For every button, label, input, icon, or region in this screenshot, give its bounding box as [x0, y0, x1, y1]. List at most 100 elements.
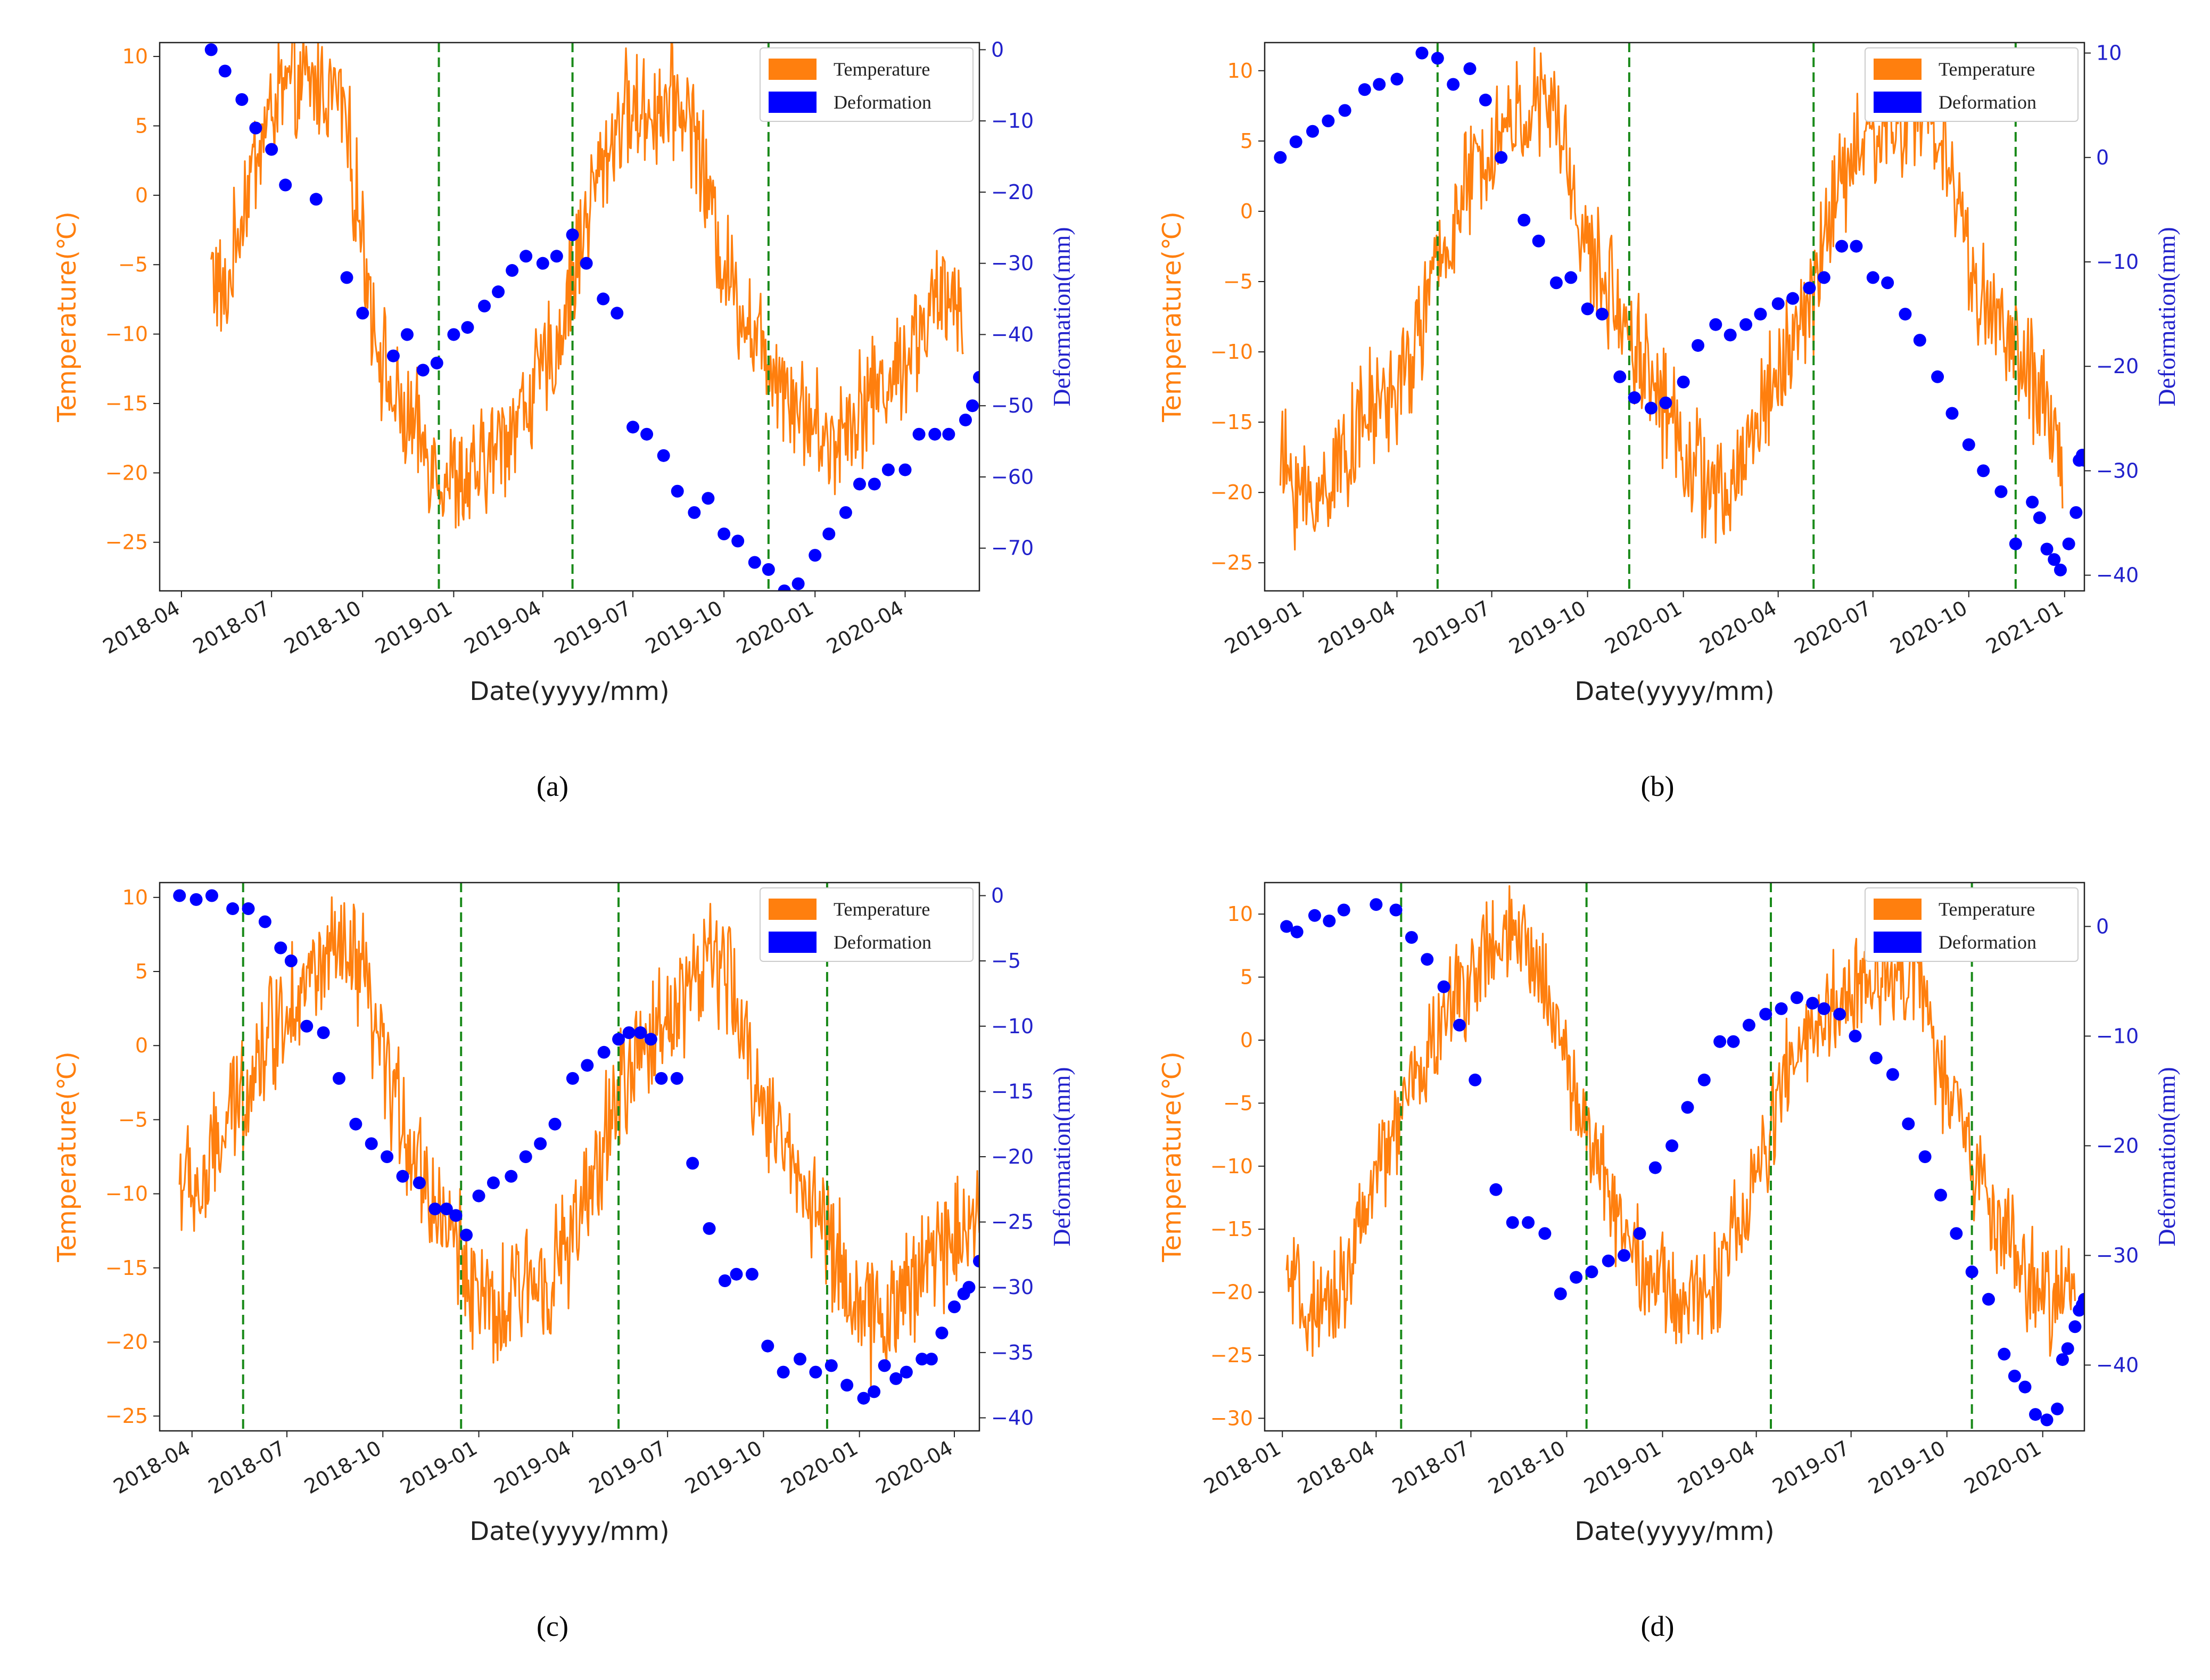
x-tick-label: 2019-07	[1409, 596, 1495, 658]
deformation-point	[505, 1170, 518, 1183]
legend-label-temperature: Temperature	[834, 899, 930, 920]
y-right-tick-label: −40	[2096, 564, 2139, 587]
x-tick-label: 2020-01	[732, 596, 818, 658]
x-tick-label: 2018-07	[189, 596, 274, 658]
deformation-point	[1677, 375, 1690, 389]
plot-data-group	[173, 883, 979, 1431]
legend-label-deformation: Deformation	[834, 92, 931, 113]
y-left-tick-label: −5	[118, 253, 148, 276]
deformation-point	[1994, 485, 2008, 498]
deformation-point	[1274, 151, 1287, 164]
y-left-tick-label: −20	[1210, 1281, 1253, 1304]
temperature-series-line	[1279, 47, 2064, 551]
deformation-point	[1289, 135, 1302, 149]
x-tick-label: 2020-01	[1960, 1436, 2046, 1498]
y-left-tick-label: 10	[122, 886, 148, 909]
deformation-point	[634, 1026, 647, 1040]
deformation-point	[928, 427, 942, 441]
deformation-point	[655, 1072, 668, 1085]
y-left-axis-label: Temperature(℃)	[1157, 211, 1187, 422]
deformation-point	[381, 1150, 394, 1163]
y-right-tick-label: 0	[2096, 146, 2109, 169]
x-tick-label: 2020-04	[1696, 596, 1781, 658]
deformation-point	[1602, 1254, 1615, 1267]
deformation-point	[1554, 1287, 1567, 1300]
temperature-series-line	[178, 896, 979, 1389]
deformation-point	[1453, 1018, 1466, 1032]
deformation-point	[777, 1365, 790, 1379]
deformation-point	[671, 484, 684, 498]
deformation-point	[947, 1300, 961, 1314]
deformation-point	[1998, 1347, 2011, 1361]
deformation-point	[189, 893, 203, 906]
deformation-point	[1437, 980, 1450, 993]
x-tick-label: 2018-04	[1293, 1436, 1379, 1498]
y-right-tick-label: −70	[991, 537, 1034, 560]
deformation-point	[1431, 52, 1444, 65]
x-tick-label: 2020-01	[1601, 596, 1686, 658]
y-left-tick-label: −15	[105, 392, 148, 415]
deformation-point	[959, 413, 972, 426]
y-left-tick-label: 0	[1240, 200, 1253, 223]
deformation-point	[1692, 339, 1705, 352]
deformation-point	[506, 264, 519, 277]
deformation-point	[1518, 213, 1531, 227]
deformation-point	[745, 1267, 758, 1281]
deformation-point	[966, 399, 979, 413]
deformation-point	[1771, 297, 1785, 310]
deformation-point	[2069, 506, 2083, 519]
deformation-point	[898, 463, 912, 476]
y-left-tick-label: −10	[1210, 1155, 1253, 1178]
deformation-point	[622, 1026, 636, 1040]
deformation-point	[1709, 318, 1722, 331]
deformation-point	[702, 492, 715, 505]
deformation-point	[400, 328, 414, 341]
deformation-point	[1648, 1161, 1662, 1174]
deformation-point	[1370, 898, 1383, 911]
deformation-point	[1835, 240, 1849, 253]
deformation-point	[1390, 72, 1404, 86]
legend-swatch-deformation	[1874, 932, 1922, 953]
deformation-point	[748, 556, 761, 569]
deformation-point	[1532, 234, 1545, 248]
y-right-axis-label: Deformation(mm)	[2153, 1067, 2180, 1246]
y-right-tick-label: −30	[991, 252, 1034, 275]
deformation-point	[688, 506, 701, 519]
x-tick-label: 2019-04	[1674, 1436, 1759, 1498]
deformation-point	[916, 1353, 929, 1366]
deformation-point	[730, 1267, 743, 1281]
deformation-point	[1469, 1073, 1482, 1086]
deformation-point	[626, 421, 640, 434]
deformation-point	[249, 121, 262, 135]
plot-data-group	[1280, 883, 2084, 1431]
deformation-point	[889, 1372, 903, 1385]
deformation-point	[1850, 240, 1863, 253]
deformation-point	[1618, 1249, 1631, 1262]
x-tick-label: 2020-07	[1791, 596, 1876, 658]
legend-label-deformation: Deformation	[1939, 92, 2036, 113]
deformation-point	[1290, 925, 1304, 938]
deformation-point	[1899, 308, 1912, 321]
deformation-point	[718, 1274, 731, 1287]
deformation-point	[1633, 1227, 1646, 1240]
x-axis-label: Date(yyyy/mm)	[469, 677, 670, 706]
deformation-point	[1913, 334, 1926, 347]
deformation-point	[1934, 1189, 1947, 1202]
deformation-point	[1965, 1265, 1978, 1279]
deformation-point	[1727, 1035, 1740, 1048]
deformation-point	[581, 1059, 594, 1072]
deformation-point	[218, 64, 232, 78]
legend-label-deformation: Deformation	[834, 932, 931, 953]
deformation-point	[386, 349, 400, 363]
y-left-tick-label: 10	[1227, 59, 1253, 83]
deformation-point	[1308, 909, 1321, 922]
y-left-tick-label: −20	[1210, 481, 1253, 504]
deformation-point	[612, 1033, 625, 1046]
deformation-point	[1549, 276, 1563, 290]
deformation-point	[284, 954, 298, 968]
deformation-point	[962, 1281, 976, 1294]
deformation-point	[878, 1359, 891, 1372]
y-left-tick-label: −5	[1223, 1091, 1253, 1115]
deformation-point	[1931, 370, 1944, 383]
temperature-series-line	[210, 43, 964, 529]
